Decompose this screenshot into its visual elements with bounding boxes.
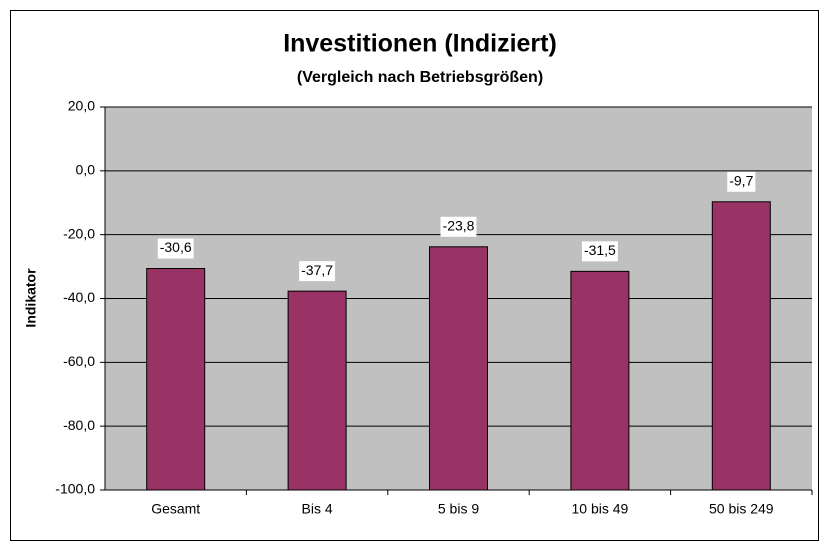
bar [711, 201, 771, 491]
y-tick-label: 20,0 [68, 98, 95, 114]
value-label-bg [727, 171, 756, 192]
y-tick-label: 0,0 [76, 162, 96, 178]
y-axis-label: Indikator [23, 268, 39, 328]
value-label: -31,5 [584, 242, 616, 258]
x-tick-label: 5 bis 9 [438, 501, 479, 517]
bar [570, 270, 630, 491]
value-label: -9,7 [729, 172, 753, 188]
y-tick-label: -80,0 [63, 417, 95, 433]
value-label-bg [440, 216, 477, 237]
y-tick-label: -100,0 [55, 481, 95, 497]
value-label: -37,7 [301, 262, 333, 278]
value-label-bg [581, 241, 618, 262]
x-tick-label: 10 bis 49 [571, 501, 628, 517]
bar [429, 246, 488, 491]
value-label-bg [299, 261, 336, 282]
value-label: -30,6 [160, 239, 192, 255]
value-label: -23,8 [443, 217, 475, 233]
x-tick-label: 50 bis 249 [709, 501, 774, 517]
x-tick-label: Gesamt [151, 501, 200, 517]
x-tick-label: Bis 4 [302, 501, 333, 517]
y-tick-label: -20,0 [63, 225, 95, 241]
value-label-bg [157, 238, 194, 259]
bar [287, 290, 347, 491]
y-tick-label: -40,0 [63, 289, 95, 305]
chart-subtitle: (Vergleich nach Betriebsgrößen) [297, 69, 543, 86]
chart-title: Investitionen (Indiziert) [283, 30, 557, 58]
bar [146, 267, 206, 491]
y-tick-label: -60,0 [63, 353, 95, 369]
